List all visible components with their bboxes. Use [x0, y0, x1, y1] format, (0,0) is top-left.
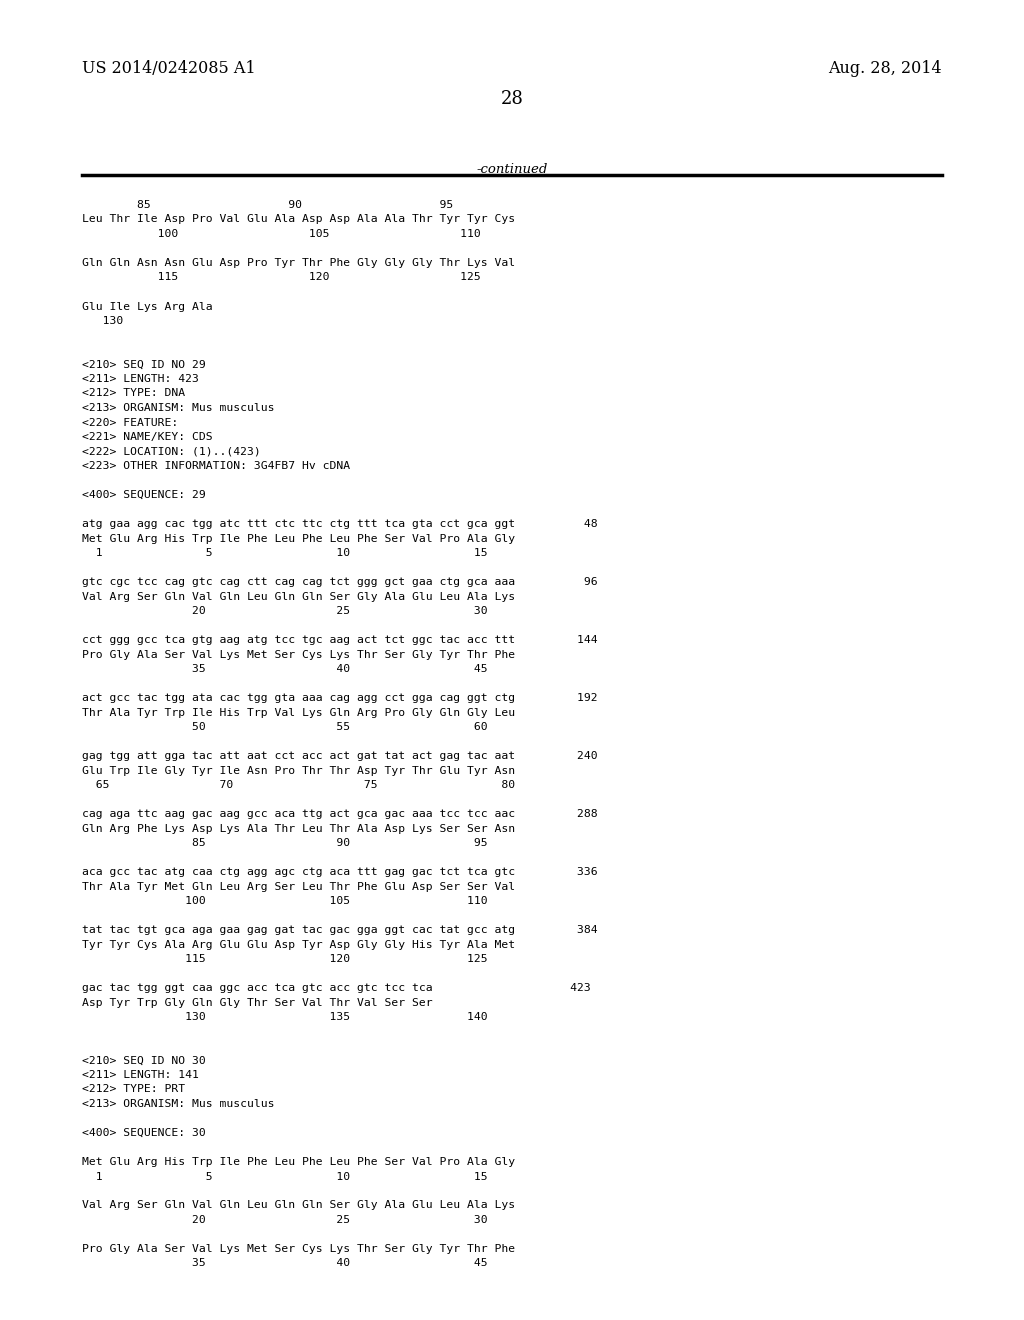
Text: 85                    90                    95: 85 90 95 — [82, 201, 454, 210]
Text: Glu Ile Lys Arg Ala: Glu Ile Lys Arg Ala — [82, 301, 213, 312]
Text: Tyr Tyr Cys Ala Arg Glu Glu Asp Tyr Asp Gly Gly His Tyr Ala Met: Tyr Tyr Cys Ala Arg Glu Glu Asp Tyr Asp … — [82, 940, 515, 949]
Text: -continued: -continued — [476, 162, 548, 176]
Text: atg gaa agg cac tgg atc ttt ctc ttc ctg ttt tca gta cct gca ggt          48: atg gaa agg cac tgg atc ttt ctc ttc ctg … — [82, 519, 598, 529]
Text: Aug. 28, 2014: Aug. 28, 2014 — [828, 59, 942, 77]
Text: Thr Ala Tyr Trp Ile His Trp Val Lys Gln Arg Pro Gly Gln Gly Leu: Thr Ala Tyr Trp Ile His Trp Val Lys Gln … — [82, 708, 515, 718]
Text: <211> LENGTH: 141: <211> LENGTH: 141 — [82, 1071, 199, 1080]
Text: Gln Gln Asn Asn Glu Asp Pro Tyr Thr Phe Gly Gly Gly Thr Lys Val: Gln Gln Asn Asn Glu Asp Pro Tyr Thr Phe … — [82, 257, 515, 268]
Text: <213> ORGANISM: Mus musculus: <213> ORGANISM: Mus musculus — [82, 403, 274, 413]
Text: gag tgg att gga tac att aat cct acc act gat tat act gag tac aat         240: gag tgg att gga tac att aat cct acc act … — [82, 751, 598, 762]
Text: Leu Thr Ile Asp Pro Val Glu Ala Asp Asp Ala Ala Thr Tyr Tyr Cys: Leu Thr Ile Asp Pro Val Glu Ala Asp Asp … — [82, 214, 515, 224]
Text: <212> TYPE: PRT: <212> TYPE: PRT — [82, 1085, 185, 1094]
Text: 130: 130 — [82, 315, 123, 326]
Text: 20                   25                  30: 20 25 30 — [82, 1214, 487, 1225]
Text: <220> FEATURE:: <220> FEATURE: — [82, 417, 178, 428]
Text: Val Arg Ser Gln Val Gln Leu Gln Gln Ser Gly Ala Glu Leu Ala Lys: Val Arg Ser Gln Val Gln Leu Gln Gln Ser … — [82, 591, 515, 602]
Text: <213> ORGANISM: Mus musculus: <213> ORGANISM: Mus musculus — [82, 1100, 274, 1109]
Text: cct ggg gcc tca gtg aag atg tcc tgc aag act tct ggc tac acc ttt         144: cct ggg gcc tca gtg aag atg tcc tgc aag … — [82, 635, 598, 645]
Text: act gcc tac tgg ata cac tgg gta aaa cag agg cct gga cag ggt ctg         192: act gcc tac tgg ata cac tgg gta aaa cag … — [82, 693, 598, 704]
Text: Gln Arg Phe Lys Asp Lys Ala Thr Leu Thr Ala Asp Lys Ser Ser Asn: Gln Arg Phe Lys Asp Lys Ala Thr Leu Thr … — [82, 824, 515, 833]
Text: gtc cgc tcc cag gtc cag ctt cag cag tct ggg gct gaa ctg gca aaa          96: gtc cgc tcc cag gtc cag ctt cag cag tct … — [82, 577, 598, 587]
Text: <212> TYPE: DNA: <212> TYPE: DNA — [82, 388, 185, 399]
Text: 35                   40                  45: 35 40 45 — [82, 664, 487, 675]
Text: 65                70                   75                  80: 65 70 75 80 — [82, 780, 515, 789]
Text: 35                   40                  45: 35 40 45 — [82, 1258, 487, 1269]
Text: cag aga ttc aag gac aag gcc aca ttg act gca gac aaa tcc tcc aac         288: cag aga ttc aag gac aag gcc aca ttg act … — [82, 809, 598, 818]
Text: <210> SEQ ID NO 29: <210> SEQ ID NO 29 — [82, 359, 206, 370]
Text: <223> OTHER INFORMATION: 3G4FB7 Hv cDNA: <223> OTHER INFORMATION: 3G4FB7 Hv cDNA — [82, 461, 350, 471]
Text: 20                   25                  30: 20 25 30 — [82, 606, 487, 616]
Text: Pro Gly Ala Ser Val Lys Met Ser Cys Lys Thr Ser Gly Tyr Thr Phe: Pro Gly Ala Ser Val Lys Met Ser Cys Lys … — [82, 1243, 515, 1254]
Text: aca gcc tac atg caa ctg agg agc ctg aca ttt gag gac tct tca gtc         336: aca gcc tac atg caa ctg agg agc ctg aca … — [82, 867, 598, 876]
Text: 115                   120                   125: 115 120 125 — [82, 272, 480, 282]
Text: <210> SEQ ID NO 30: <210> SEQ ID NO 30 — [82, 1056, 206, 1065]
Text: <211> LENGTH: 423: <211> LENGTH: 423 — [82, 374, 199, 384]
Text: 130                  135                 140: 130 135 140 — [82, 1012, 487, 1022]
Text: Met Glu Arg His Trp Ile Phe Leu Phe Leu Phe Ser Val Pro Ala Gly: Met Glu Arg His Trp Ile Phe Leu Phe Leu … — [82, 1158, 515, 1167]
Text: Glu Trp Ile Gly Tyr Ile Asn Pro Thr Thr Asp Tyr Thr Glu Tyr Asn: Glu Trp Ile Gly Tyr Ile Asn Pro Thr Thr … — [82, 766, 515, 776]
Text: <221> NAME/KEY: CDS: <221> NAME/KEY: CDS — [82, 432, 213, 442]
Text: Val Arg Ser Gln Val Gln Leu Gln Gln Ser Gly Ala Glu Leu Ala Lys: Val Arg Ser Gln Val Gln Leu Gln Gln Ser … — [82, 1200, 515, 1210]
Text: 50                   55                  60: 50 55 60 — [82, 722, 487, 733]
Text: <400> SEQUENCE: 30: <400> SEQUENCE: 30 — [82, 1129, 206, 1138]
Text: Thr Ala Tyr Met Gln Leu Arg Ser Leu Thr Phe Glu Asp Ser Ser Val: Thr Ala Tyr Met Gln Leu Arg Ser Leu Thr … — [82, 882, 515, 891]
Text: 100                   105                   110: 100 105 110 — [82, 228, 480, 239]
Text: 100                  105                 110: 100 105 110 — [82, 896, 487, 906]
Text: Met Glu Arg His Trp Ile Phe Leu Phe Leu Phe Ser Val Pro Ala Gly: Met Glu Arg His Trp Ile Phe Leu Phe Leu … — [82, 533, 515, 544]
Text: 1               5                  10                  15: 1 5 10 15 — [82, 1172, 487, 1181]
Text: Pro Gly Ala Ser Val Lys Met Ser Cys Lys Thr Ser Gly Tyr Thr Phe: Pro Gly Ala Ser Val Lys Met Ser Cys Lys … — [82, 649, 515, 660]
Text: 1               5                  10                  15: 1 5 10 15 — [82, 548, 487, 558]
Text: 85                   90                  95: 85 90 95 — [82, 838, 487, 847]
Text: 28: 28 — [501, 90, 523, 108]
Text: tat tac tgt gca aga gaa gag gat tac gac gga ggt cac tat gcc atg         384: tat tac tgt gca aga gaa gag gat tac gac … — [82, 925, 598, 935]
Text: Asp Tyr Trp Gly Gln Gly Thr Ser Val Thr Val Ser Ser: Asp Tyr Trp Gly Gln Gly Thr Ser Val Thr … — [82, 998, 432, 1007]
Text: <222> LOCATION: (1)..(423): <222> LOCATION: (1)..(423) — [82, 446, 261, 457]
Text: <400> SEQUENCE: 29: <400> SEQUENCE: 29 — [82, 490, 206, 500]
Text: US 2014/0242085 A1: US 2014/0242085 A1 — [82, 59, 256, 77]
Text: gac tac tgg ggt caa ggc acc tca gtc acc gtc tcc tca                    423: gac tac tgg ggt caa ggc acc tca gtc acc … — [82, 983, 591, 993]
Text: 115                  120                 125: 115 120 125 — [82, 954, 487, 964]
